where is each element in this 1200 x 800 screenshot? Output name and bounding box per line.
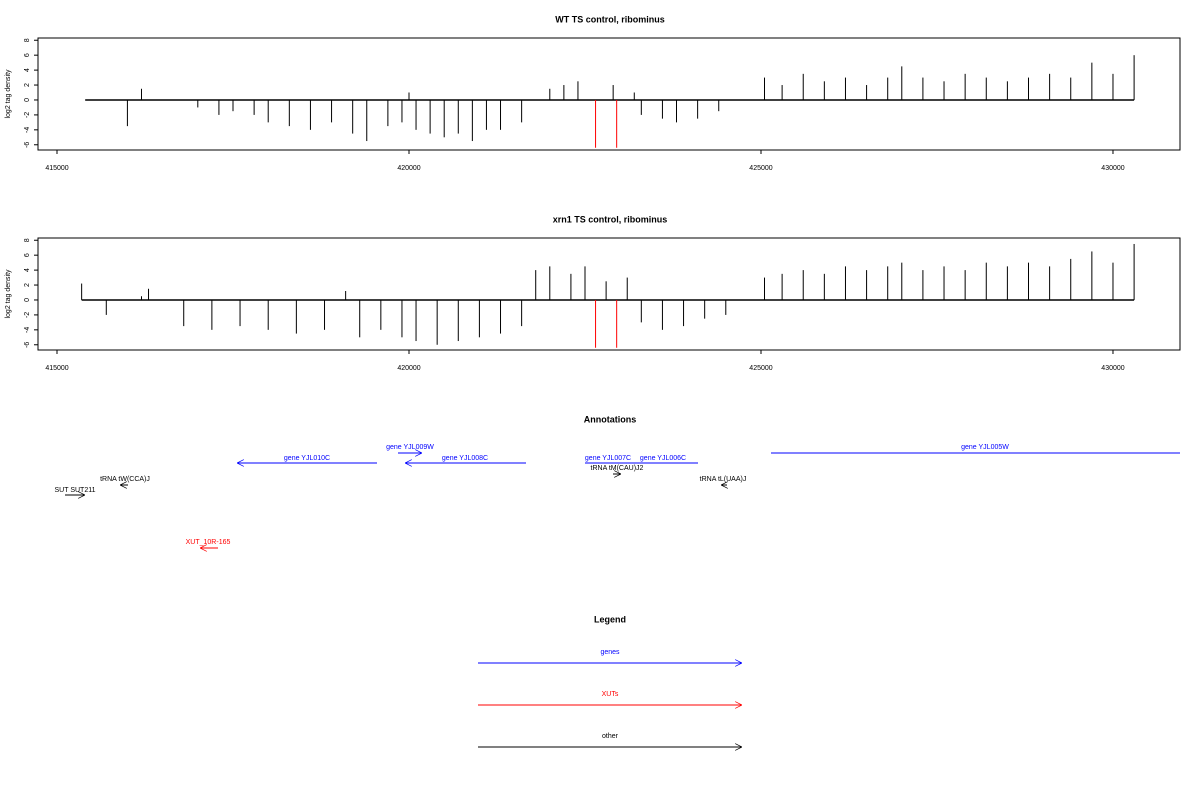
legend-label: genes <box>600 649 620 656</box>
feature-label: tRNA tW(CCA)J <box>100 476 150 483</box>
feature-label: gene YJL009W <box>386 444 434 451</box>
feature-label: SUT SUT211 <box>55 487 96 494</box>
feature-label: tRNA tM(CAU)J2 <box>591 465 644 472</box>
x-tick-label: 425000 <box>749 165 772 172</box>
y-tick-label: 4 <box>24 68 31 72</box>
legend-title: Legend <box>594 614 626 624</box>
x-tick-label: 420000 <box>397 165 420 172</box>
feature-label: tRNA tL(UAA)J <box>700 476 747 483</box>
y-tick-label: -2 <box>24 112 31 118</box>
x-tick-label: 430000 <box>1101 365 1124 372</box>
y-tick-label: 4 <box>24 268 31 272</box>
y-tick-label: 2 <box>24 283 31 287</box>
x-tick-label: 430000 <box>1101 165 1124 172</box>
feature-label: gene YJL006C <box>640 455 686 462</box>
x-tick-label: 415000 <box>45 165 68 172</box>
x-tick-label: 415000 <box>45 365 68 372</box>
y-tick-label: 0 <box>24 298 31 302</box>
legend-label: other <box>602 733 619 740</box>
y-tick-label: -4 <box>24 127 31 133</box>
legend-label: XUTs <box>602 691 619 698</box>
chart-title: WT TS control, ribominus <box>555 14 665 24</box>
annotations-title: Annotations <box>584 414 637 424</box>
x-tick-label: 420000 <box>397 365 420 372</box>
feature-label: XUT_10R-165 <box>186 539 231 546</box>
feature-label: gene YJL010C <box>284 455 330 462</box>
y-axis-label: log2 tag density <box>5 69 12 119</box>
y-tick-label: 0 <box>24 98 31 102</box>
y-tick-label: 2 <box>24 83 31 87</box>
chart-title: xrn1 TS control, ribominus <box>553 214 668 224</box>
y-axis-label: log2 tag density <box>5 269 12 319</box>
y-tick-label: 8 <box>24 238 31 242</box>
y-tick-label: -2 <box>24 312 31 318</box>
x-tick-label: 425000 <box>749 365 772 372</box>
y-tick-label: 8 <box>24 38 31 42</box>
feature-label: gene YJL005W <box>961 444 1009 451</box>
y-tick-label: -4 <box>24 327 31 333</box>
y-tick-label: 6 <box>24 53 31 57</box>
feature-label: gene YJL007C <box>585 455 631 462</box>
plot-frame <box>37 237 1181 351</box>
plot-frame <box>37 37 1181 151</box>
y-tick-label: -6 <box>24 142 31 148</box>
y-tick-label: -6 <box>24 342 31 348</box>
y-tick-label: 6 <box>24 253 31 257</box>
feature-label: gene YJL008C <box>442 455 488 462</box>
